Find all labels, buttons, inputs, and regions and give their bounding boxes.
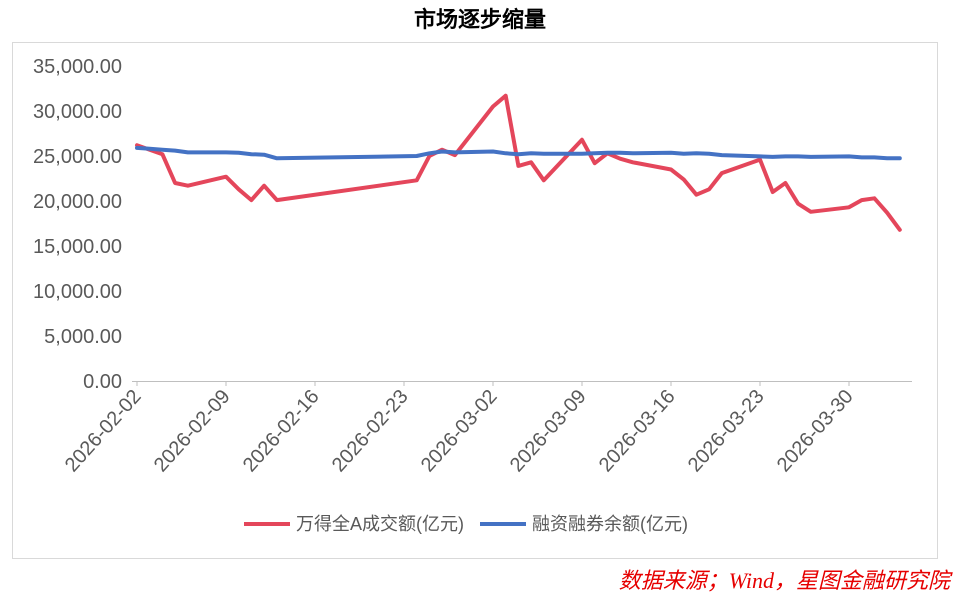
x-tick-label: 2026-02-02 [61, 386, 146, 477]
y-tick-label: 10,000.00 [33, 281, 122, 303]
y-tick-label: 25,000.00 [33, 146, 122, 168]
x-tick-label: 2026-03-23 [684, 386, 769, 477]
y-tick-label: 0.00 [83, 371, 122, 393]
x-tick-label: 2026-03-30 [773, 386, 858, 477]
x-tick-label: 2026-03-16 [595, 386, 680, 477]
x-tick-label: 2026-02-23 [328, 386, 413, 477]
legend-label-turnover: 万得全A成交额(亿元) [296, 514, 464, 534]
x-tick-label: 2026-03-09 [506, 386, 591, 477]
series-line-wind-a-turnover [135, 93, 902, 232]
legend-swatch-margin-balance [480, 522, 526, 526]
chart-frame [12, 42, 938, 559]
x-tick-label: 2026-03-02 [417, 386, 502, 477]
chart-title: 市场逐步缩量 [413, 7, 546, 32]
x-tick-label: 2026-02-16 [239, 386, 324, 477]
y-tick-label: 30,000.00 [33, 101, 122, 123]
source-note: 数据来源；Wind，星图金融研究院 [618, 568, 950, 593]
y-tick-label: 20,000.00 [33, 191, 122, 213]
y-tick-label: 5,000.00 [44, 326, 122, 348]
y-tick-label: 35,000.00 [33, 56, 122, 78]
legend-swatch-turnover [244, 522, 290, 526]
legend-label-margin-balance: 融资融券余额(亿元) [532, 514, 688, 534]
legend-item-margin-balance: 融资融券余额(亿元) [480, 512, 688, 536]
y-tick-label: 15,000.00 [33, 236, 122, 258]
series-line-margin-balance [135, 145, 902, 161]
legend-item-turnover: 万得全A成交额(亿元) [244, 512, 464, 536]
x-tick-label: 2026-02-09 [150, 386, 235, 477]
